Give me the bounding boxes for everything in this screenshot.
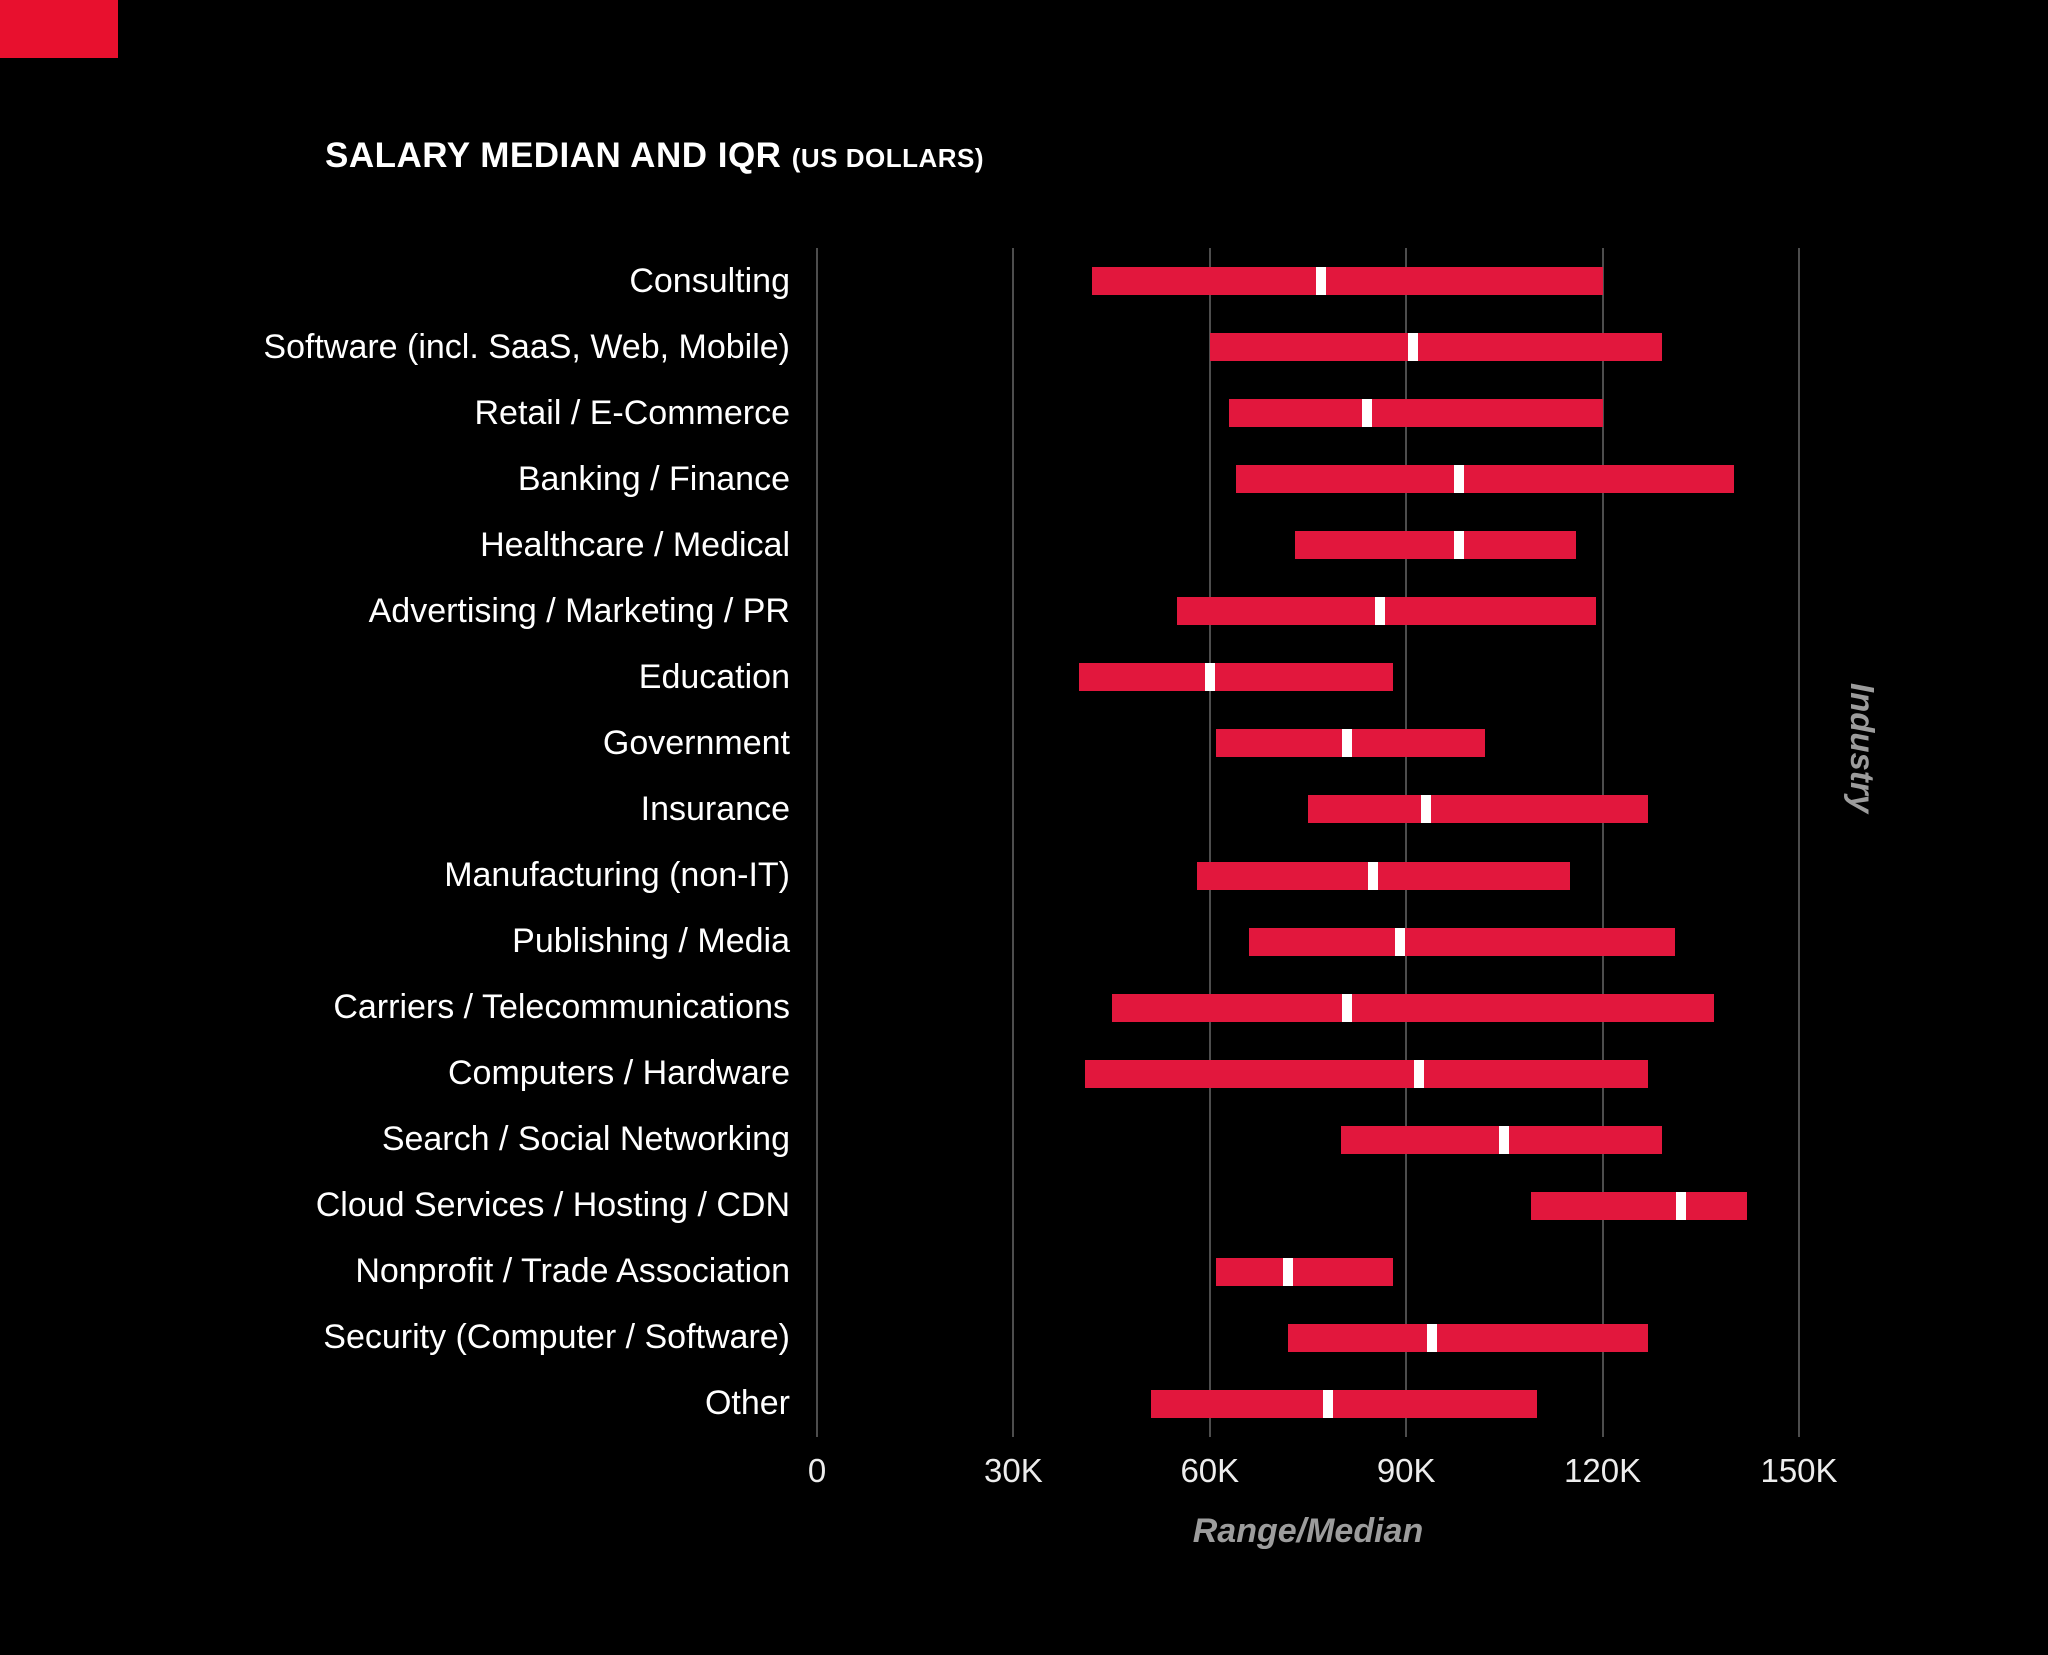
salary-range-bar — [1196, 861, 1570, 890]
median-marker — [1204, 663, 1215, 692]
gridline — [816, 248, 818, 1437]
x-tick-label: 150K — [1760, 1452, 1838, 1489]
salary-range-bar — [1078, 663, 1394, 692]
industry-label: Security (Computer / Software) — [323, 1318, 790, 1357]
salary-range-bar — [1229, 399, 1603, 428]
x-axis-title: Range/Median — [1192, 1512, 1424, 1550]
category-labels-column: Consulting Software (incl. SaaS, Web, Mob… — [0, 248, 790, 1437]
gridline — [1012, 248, 1015, 1437]
salary-range-bar — [1085, 1059, 1649, 1088]
salary-range-bar — [1308, 795, 1649, 824]
median-marker — [1407, 333, 1418, 362]
median-marker — [1427, 1323, 1438, 1352]
median-marker — [1342, 729, 1353, 758]
salary-range-bar — [1177, 597, 1597, 626]
salary-range-bar — [1530, 1191, 1747, 1220]
plot-area — [816, 248, 1800, 1437]
industry-label: Publishing / Media — [512, 922, 790, 961]
gridline — [1601, 248, 1604, 1437]
median-marker — [1342, 993, 1353, 1022]
industry-label: Healthcare / Medical — [480, 525, 790, 564]
chart-title-units: (US DOLLARS) — [791, 143, 985, 173]
median-marker — [1414, 1059, 1425, 1088]
chart-title: SALARY MEDIAN AND IQR (US DOLLARS) — [325, 136, 984, 176]
salary-range-bar — [1150, 1389, 1538, 1418]
median-marker — [1420, 795, 1431, 824]
industry-label: Search / Social Networking — [381, 1120, 790, 1159]
brand-corner-block — [0, 0, 118, 58]
salary-range-bar — [1294, 531, 1577, 560]
gridline — [1208, 248, 1211, 1437]
x-tick-label: 90K — [1376, 1452, 1436, 1489]
industry-label: Education — [638, 657, 790, 696]
chart-title-text: SALARY MEDIAN AND IQR — [325, 136, 782, 175]
industry-label: Cloud Services / Hosting / CDN — [315, 1186, 790, 1225]
industry-label: Advertising / Marketing / PR — [368, 591, 790, 630]
salary-range-bar — [1111, 993, 1714, 1022]
salary-range-bar — [1235, 465, 1734, 494]
x-tick-label: 30K — [984, 1452, 1043, 1489]
x-axis-ticks: 0 30K 60K 90K 120K 150K — [808, 1452, 1838, 1496]
industry-label: Insurance — [640, 789, 790, 828]
industry-label: Consulting — [629, 261, 790, 300]
median-marker — [1322, 1389, 1333, 1418]
x-tick-label: 120K — [1564, 1452, 1642, 1489]
median-marker — [1361, 399, 1372, 428]
salary-range-bar — [1091, 267, 1603, 296]
salary-range-bar — [1288, 1323, 1649, 1352]
median-marker — [1394, 927, 1405, 956]
x-tick-label: 0 — [807, 1452, 827, 1489]
salary-range-bar — [1216, 1257, 1394, 1286]
median-marker — [1283, 1257, 1294, 1286]
median-marker — [1453, 531, 1464, 560]
gridline — [1405, 248, 1408, 1437]
salary-range-bar — [1209, 333, 1662, 362]
industry-label: Manufacturing (non-IT) — [444, 856, 790, 895]
y-axis-title: Industry — [1844, 682, 1881, 814]
median-marker — [1499, 1125, 1510, 1154]
industry-label: Software (incl. SaaS, Web, Mobile) — [263, 327, 790, 366]
median-marker — [1676, 1191, 1687, 1220]
median-marker — [1375, 597, 1385, 626]
industry-label: Computers / Hardware — [447, 1054, 790, 1093]
salary-range-bar — [1249, 927, 1675, 956]
industry-label: Retail / E-Commerce — [474, 393, 790, 432]
industry-label: Nonprofit / Trade Association — [355, 1252, 790, 1291]
x-tick-label: 60K — [1180, 1452, 1240, 1489]
gridline — [1798, 248, 1800, 1437]
industry-label: Other — [704, 1384, 790, 1423]
median-marker — [1368, 861, 1379, 890]
median-marker — [1453, 465, 1464, 494]
industry-label: Carriers / Telecommunications — [333, 988, 790, 1027]
industry-label: Government — [602, 723, 790, 762]
median-marker — [1316, 267, 1327, 296]
industry-label: Banking / Finance — [517, 459, 790, 498]
